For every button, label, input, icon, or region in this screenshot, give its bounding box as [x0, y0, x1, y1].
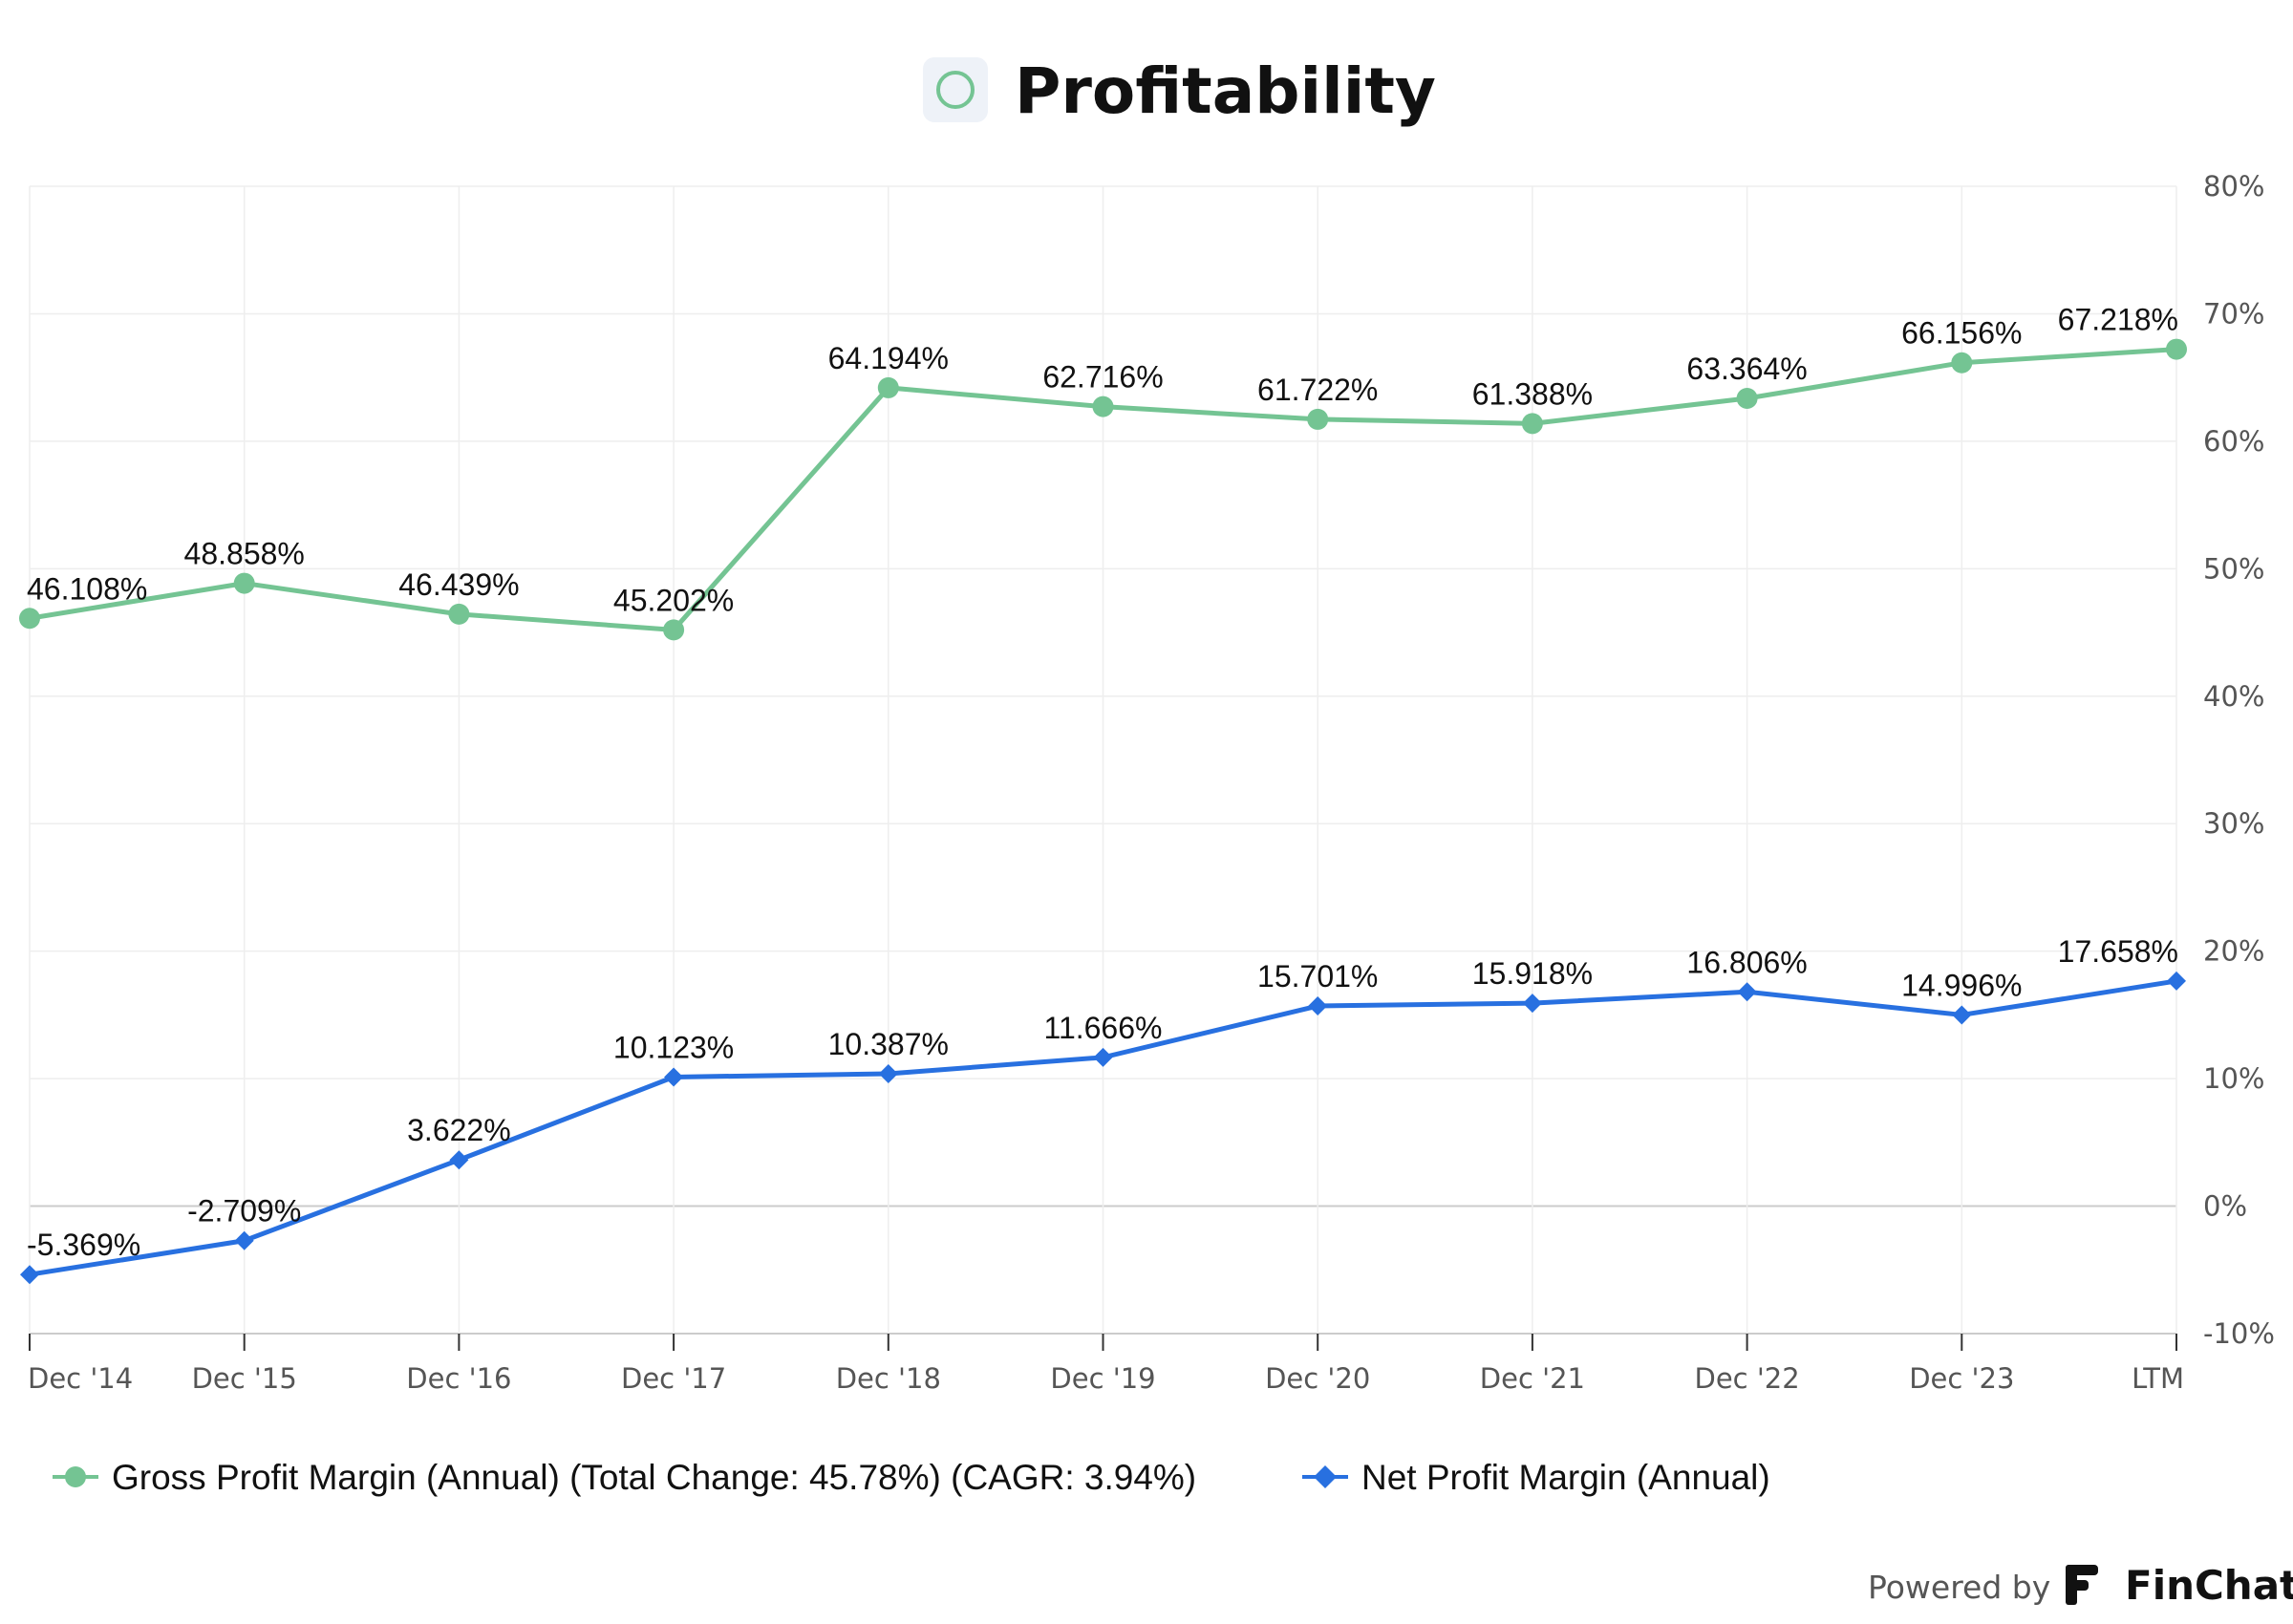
data-label-gross: 64.194%: [828, 341, 949, 375]
x-tick-label: Dec '16: [406, 1362, 511, 1395]
data-label-net: 14.996%: [1901, 968, 2022, 1002]
x-tick-label: Dec '21: [1480, 1362, 1585, 1395]
legend-item-gross[interactable]: Gross Profit Margin (Annual) (Total Chan…: [53, 1458, 1196, 1497]
y-tick-label: 70%: [2203, 297, 2264, 330]
powered-by-text: Powered by: [1868, 1569, 2050, 1606]
legend-net-label: Net Profit Margin (Annual): [1361, 1458, 1770, 1497]
y-tick-label: 30%: [2203, 807, 2264, 840]
data-point-net[interactable]: [234, 1230, 254, 1250]
chart-title: Profitability: [1015, 54, 1436, 128]
data-label-gross: 66.156%: [1901, 316, 2022, 351]
data-labels: 46.108% 48.858% 46.439% 45.202% 64.194% 62.71…: [27, 303, 2178, 1263]
x-tick-label: Dec '19: [1050, 1362, 1155, 1395]
data-label-net: 10.123%: [613, 1030, 734, 1064]
data-label-net: 17.658%: [2058, 934, 2178, 969]
data-point-net[interactable]: [2167, 971, 2186, 991]
data-label-net: 11.666%: [1044, 1011, 1163, 1045]
x-axis: Dec '14 Dec '15 Dec '16 Dec '17 Dec '18 Dec '…: [28, 1334, 2184, 1395]
data-point-gross[interactable]: [877, 376, 899, 398]
chart-grid: [29, 185, 2177, 1335]
y-tick-label: 40%: [2203, 680, 2264, 713]
data-point-gross[interactable]: [1521, 413, 1543, 435]
data-point-net[interactable]: [1522, 994, 1542, 1014]
data-point-net[interactable]: [1737, 982, 1757, 1002]
data-label-gross: 48.858%: [184, 537, 305, 571]
circle-outline-icon: [936, 71, 975, 109]
data-label-net: -5.369%: [27, 1228, 140, 1262]
x-tick-label: Dec '23: [1909, 1362, 2014, 1395]
data-point-net[interactable]: [664, 1067, 684, 1087]
data-label-gross: 62.716%: [1042, 360, 1163, 395]
data-label-net: 15.918%: [1472, 956, 1593, 991]
x-tick-label: Dec '18: [836, 1362, 941, 1395]
data-label-net: 10.387%: [828, 1027, 949, 1061]
y-tick-label: 60%: [2203, 425, 2264, 458]
data-point-net[interactable]: [20, 1265, 39, 1285]
finchat-brand: FinChat: [2125, 1562, 2293, 1609]
data-label-gross: 61.722%: [1257, 373, 1378, 407]
data-point-net[interactable]: [449, 1150, 469, 1170]
x-tick-label: Dec '15: [192, 1362, 297, 1395]
y-tick-label: 50%: [2203, 552, 2264, 585]
data-label-gross: 67.218%: [2058, 303, 2178, 337]
chart-series: [19, 338, 2187, 1285]
x-tick-label: Dec '22: [1694, 1362, 1799, 1395]
legend-gross-label: Gross Profit Margin (Annual) (Total Chan…: [112, 1458, 1196, 1497]
x-tick-label: LTM: [2132, 1362, 2184, 1395]
chart-legend: Gross Profit Margin (Annual) (Total Chan…: [53, 1458, 1770, 1497]
legend-gross-marker: [65, 1466, 86, 1487]
data-point-gross[interactable]: [1092, 395, 1114, 417]
x-tick-label: Dec '17: [621, 1362, 726, 1395]
data-point-gross[interactable]: [2166, 338, 2187, 360]
data-label-gross: 46.108%: [27, 571, 147, 606]
data-label-gross: 63.364%: [1686, 352, 1807, 386]
data-point-gross[interactable]: [663, 619, 685, 641]
data-label-gross: 61.388%: [1472, 376, 1593, 411]
y-tick-label: 20%: [2203, 935, 2264, 968]
data-label-gross: 46.439%: [398, 567, 519, 602]
data-point-net[interactable]: [1308, 996, 1328, 1016]
x-tick-label: Dec '20: [1265, 1362, 1370, 1395]
y-tick-label: 80%: [2203, 170, 2264, 203]
data-label-net: 3.622%: [407, 1113, 511, 1147]
y-tick-label: 10%: [2203, 1062, 2264, 1095]
title-badge: [923, 57, 988, 122]
data-point-gross[interactable]: [448, 603, 470, 625]
data-point-gross[interactable]: [1951, 352, 1973, 374]
data-label-net: 15.701%: [1257, 959, 1378, 994]
data-label-gross: 45.202%: [613, 583, 734, 617]
y-tick-label: -10%: [2203, 1317, 2275, 1350]
legend-net-marker: [1314, 1465, 1337, 1488]
chart-header: Profitability: [923, 54, 1436, 128]
x-tick-label: Dec '14: [28, 1362, 133, 1395]
data-point-gross[interactable]: [233, 572, 255, 594]
data-point-net[interactable]: [1093, 1047, 1113, 1067]
legend-item-net[interactable]: Net Profit Margin (Annual): [1302, 1458, 1770, 1497]
data-label-net: -2.709%: [187, 1194, 301, 1229]
data-point-net[interactable]: [1952, 1005, 1972, 1025]
data-point-gross[interactable]: [1307, 408, 1329, 430]
y-tick-label: 0%: [2203, 1190, 2247, 1223]
finchat-logo-icon: [2066, 1565, 2098, 1605]
data-point-gross[interactable]: [1736, 387, 1758, 409]
data-point-net[interactable]: [878, 1063, 898, 1083]
data-point-gross[interactable]: [19, 608, 40, 630]
footer: Powered by FinChat: [1868, 1562, 2293, 1609]
data-label-net: 16.806%: [1686, 945, 1807, 979]
y-axis: 80% 70% 60% 50% 40% 30% 20% 10% 0% -10%: [2203, 170, 2275, 1350]
